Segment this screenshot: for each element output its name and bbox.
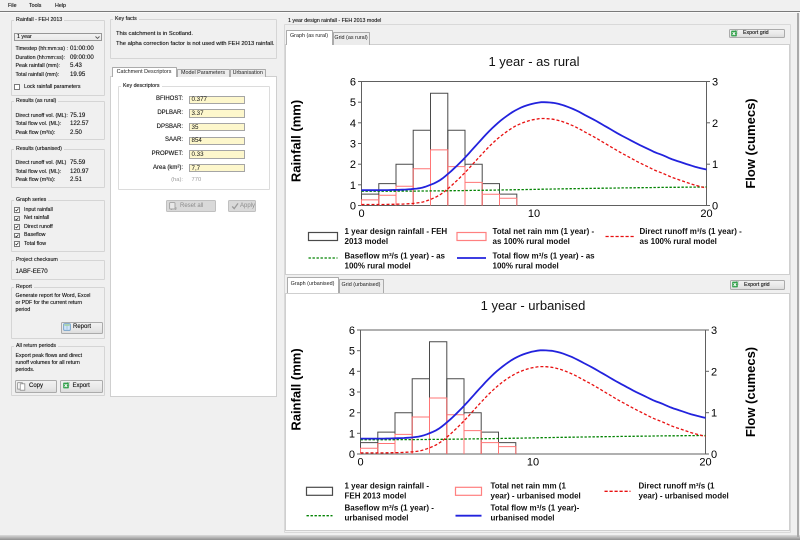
- svg-text:Rainfall (mm): Rainfall (mm): [288, 100, 303, 182]
- svg-text:urbanised model: urbanised model: [344, 514, 408, 523]
- svg-text:3: 3: [712, 77, 718, 89]
- svg-text:Total flow m³/s (1 year) - as: Total flow m³/s (1 year) - as: [492, 252, 595, 261]
- svg-text:1 year design rainfall -: 1 year design rainfall -: [344, 481, 429, 490]
- svg-text:as 100% rural model: as 100% rural model: [492, 237, 569, 246]
- svg-text:2: 2: [711, 366, 717, 378]
- svg-text:2013 model: 2013 model: [344, 237, 388, 246]
- svg-text:3: 3: [348, 387, 354, 399]
- svg-text:1: 1: [711, 408, 717, 420]
- svg-text:3: 3: [711, 325, 717, 337]
- svg-text:4: 4: [349, 118, 355, 130]
- svg-text:as 100% rural model: as 100% rural model: [639, 237, 716, 246]
- svg-text:Rainfall (mm): Rainfall (mm): [288, 348, 303, 430]
- svg-text:1: 1: [712, 159, 718, 171]
- svg-text:1: 1: [348, 428, 354, 440]
- svg-text:5: 5: [348, 346, 354, 358]
- svg-text:1 year - as rural: 1 year - as rural: [488, 54, 579, 69]
- svg-text:0: 0: [711, 449, 717, 461]
- svg-text:6: 6: [349, 77, 355, 89]
- svg-text:3: 3: [349, 139, 355, 151]
- svg-text:Total net rain mm (1: Total net rain mm (1: [490, 481, 566, 490]
- svg-text:Flow (cumecs): Flow (cumecs): [743, 347, 758, 437]
- svg-text:2: 2: [349, 159, 355, 171]
- svg-text:Baseflow m³/s (1 year) - as: Baseflow m³/s (1 year) - as: [344, 252, 445, 261]
- svg-text:6: 6: [348, 325, 354, 337]
- svg-text:100% rural model: 100% rural model: [492, 262, 558, 271]
- svg-text:Total flow m³/s (1 year)-: Total flow m³/s (1 year)-: [490, 504, 579, 513]
- svg-text:Direct runoff m³/s (1 year) -: Direct runoff m³/s (1 year) -: [639, 227, 742, 236]
- svg-text:1: 1: [349, 180, 355, 192]
- svg-text:0: 0: [358, 208, 364, 220]
- svg-text:2: 2: [348, 408, 354, 420]
- svg-text:1 year - urbanised: 1 year - urbanised: [480, 298, 585, 313]
- svg-text:Direct runoff m³/s (1: Direct runoff m³/s (1: [638, 481, 715, 490]
- svg-text:Total net rain mm (1 year) -: Total net rain mm (1 year) -: [492, 227, 594, 236]
- svg-text:0: 0: [348, 449, 354, 461]
- svg-text:10: 10: [527, 208, 539, 220]
- svg-text:urbanised model: urbanised model: [490, 514, 554, 523]
- svg-text:0: 0: [712, 201, 718, 213]
- svg-text:Flow (cumecs): Flow (cumecs): [743, 98, 758, 188]
- svg-text:year) - urbanised model: year) - urbanised model: [490, 491, 580, 500]
- svg-text:year) - urbanised model: year) - urbanised model: [638, 491, 728, 500]
- svg-text:FEH 2013 model: FEH 2013 model: [344, 491, 406, 500]
- svg-text:20: 20: [699, 457, 711, 469]
- svg-text:0: 0: [357, 457, 363, 469]
- svg-text:10: 10: [526, 457, 538, 469]
- svg-text:Baseflow m³/s (1 year) -: Baseflow m³/s (1 year) -: [344, 504, 434, 513]
- svg-text:5: 5: [349, 97, 355, 109]
- svg-text:20: 20: [700, 208, 712, 220]
- svg-text:100% rural model: 100% rural model: [344, 262, 410, 271]
- svg-text:4: 4: [348, 366, 354, 378]
- svg-text:0: 0: [349, 201, 355, 213]
- svg-text:1 year design rainfall - FEH: 1 year design rainfall - FEH: [344, 227, 447, 236]
- svg-text:2: 2: [712, 118, 718, 130]
